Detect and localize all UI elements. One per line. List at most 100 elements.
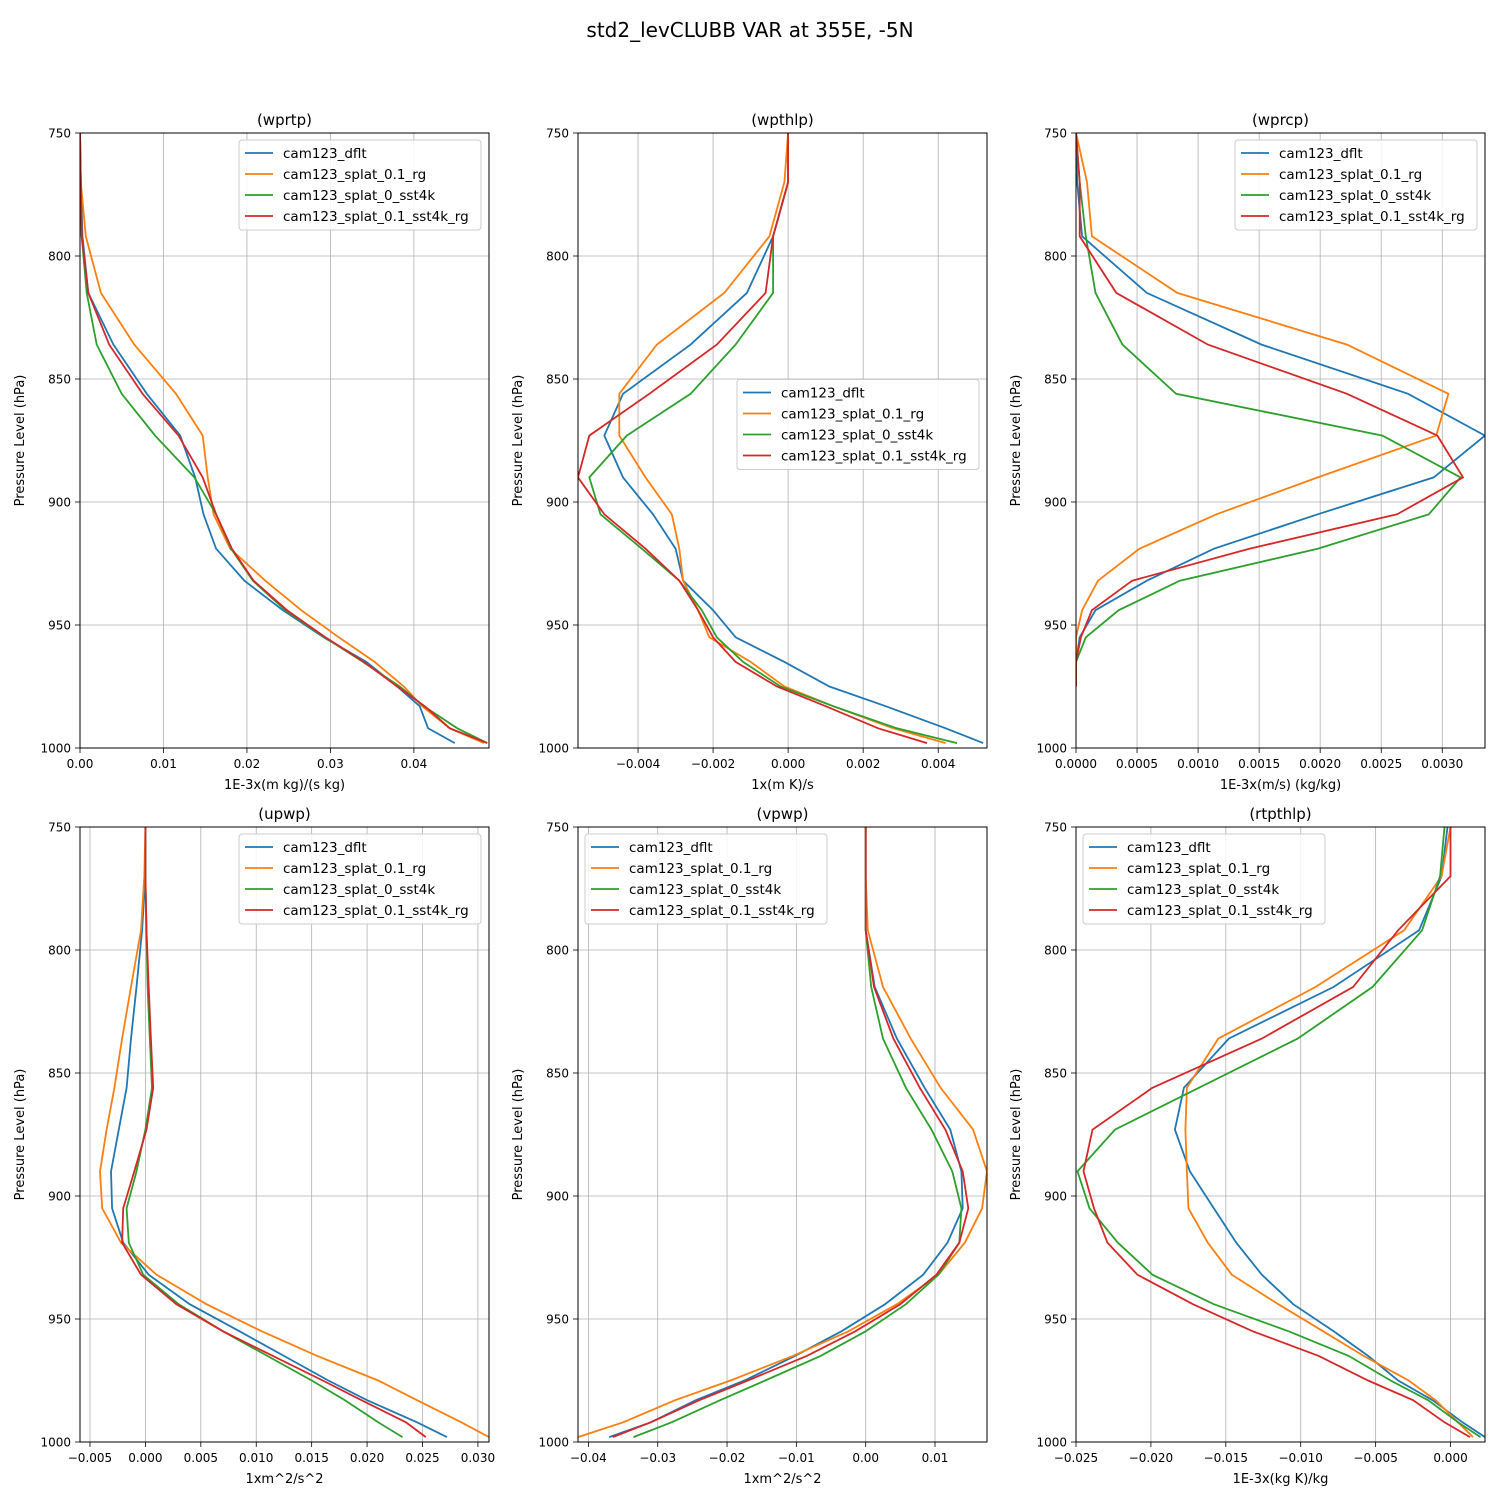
legend-label: cam123_splat_0.1_sst4k_rg [629, 903, 815, 919]
legend-label: cam123_splat_0.1_sst4k_rg [1127, 903, 1313, 919]
legend-label: cam123_splat_0.1_rg [629, 861, 772, 877]
y-axis-label: Pressure Level (hPa) [13, 375, 28, 507]
x-tick-label: 0.002 [846, 757, 880, 771]
legend-label: cam123_dflt [629, 840, 713, 856]
x-tick-label: 0.020 [350, 1451, 384, 1465]
y-tick-label: 750 [1044, 821, 1067, 835]
x-tick-label: 0.005 [184, 1451, 218, 1465]
series-line-cam123_splat_0_sst4k [1076, 827, 1481, 1438]
y-tick-label: 750 [48, 127, 71, 141]
y-tick-label: 750 [546, 127, 569, 141]
legend-label: cam123_dflt [283, 840, 367, 856]
legend-label: cam123_splat_0.1_rg [283, 861, 426, 877]
legend: cam123_dflt cam123_splat_0.1_rg cam123_spl… [238, 833, 482, 925]
series-line-cam123_splat_0.1_sst4k_rg [612, 827, 970, 1438]
y-tick-label: 1000 [40, 742, 71, 756]
y-tick-label: 1000 [1036, 1436, 1067, 1450]
y-axis-label: Pressure Level (hPa) [511, 375, 526, 507]
y-axis-label: Pressure Level (hPa) [1009, 1069, 1024, 1201]
subplot-title: (wprtp) [257, 111, 312, 129]
series-line-cam123_splat_0_sst4k [1076, 133, 1463, 687]
y-tick-label: 850 [1044, 373, 1067, 387]
subplot-upwp: −0.005 0.000 0.005 0.010 0.015 0.020 0.025 0.03… [13, 805, 495, 1487]
x-tick-label: −0.02 [709, 1451, 746, 1465]
y-tick-label: 950 [546, 1313, 569, 1327]
x-tick-label: −0.004 [616, 757, 660, 771]
legend-box [584, 833, 828, 925]
x-tick-label: −0.010 [1279, 1451, 1323, 1465]
legend: cam123_dflt cam123_splat_0.1_rg cam123_spl… [1234, 139, 1478, 231]
legend-label: cam123_dflt [781, 386, 865, 402]
series-line-cam123_splat_0.1_rg [578, 827, 987, 1438]
x-axis-label: 1E-3x(kg K)/kg [1233, 1472, 1329, 1487]
series-line-cam123_splat_0.1_sst4k_rg [121, 827, 427, 1438]
series-line-cam123_splat_0.1_sst4k_rg [80, 133, 488, 744]
axes-frame [577, 826, 988, 1443]
subplot-vpwp: −0.04 −0.03 −0.02 −0.01 0.00 0.01 750 800 850 900… [511, 805, 988, 1487]
x-axis-label: 1E-3x(m kg)/(s kg) [224, 778, 345, 793]
x-tick-label: 0.004 [921, 757, 955, 771]
y-tick-label: 1000 [40, 1436, 71, 1450]
x-axis-label: 1xm^2/s^2 [743, 1472, 821, 1487]
y-axis-label: Pressure Level (hPa) [511, 1069, 526, 1201]
y-tick-label: 950 [546, 619, 569, 633]
y-tick-label: 850 [48, 373, 71, 387]
x-tick-label: −0.04 [570, 1451, 607, 1465]
subplot-rtpthlp: −0.025 −0.020 −0.015 −0.010 −0.005 0.000 750 80… [1009, 805, 1486, 1487]
y-tick-label: 900 [48, 496, 71, 510]
legend-box [1082, 833, 1326, 925]
x-tick-label: 0.030 [461, 1451, 495, 1465]
series-line-cam123_dflt [110, 827, 448, 1438]
y-axis-label: Pressure Level (hPa) [1009, 375, 1024, 507]
x-tick-label: −0.002 [691, 757, 735, 771]
series-line-cam123_splat_0.1_sst4k_rg [1082, 827, 1471, 1438]
series-line-cam123_splat_0.1_rg [99, 827, 489, 1438]
series-line-cam123_splat_0.1_rg [618, 133, 946, 744]
series-line-cam123_splat_0_sst4k [125, 827, 403, 1438]
legend-box [736, 379, 980, 470]
series-line-cam123_splat_0.1_sst4k_rg [1076, 133, 1465, 687]
subplot-title: (vpwp) [757, 805, 809, 823]
x-tick-label: 0.0030 [1421, 757, 1463, 771]
x-tick-label: −0.03 [639, 1451, 676, 1465]
legend: cam123_dflt cam123_splat_0.1_rg cam123_spl… [584, 833, 828, 925]
y-tick-label: 1000 [538, 742, 569, 756]
axes-frame [79, 132, 490, 749]
axes-frame [1075, 826, 1486, 1443]
y-tick-label: 800 [1044, 250, 1067, 264]
x-tick-label: 0.0025 [1360, 757, 1402, 771]
legend: cam123_dflt cam123_splat_0.1_rg cam123_spl… [736, 379, 980, 470]
y-tick-label: 800 [546, 944, 569, 958]
x-axis-label: 1E-3x(m/s) (kg/kg) [1220, 778, 1341, 793]
y-tick-label: 900 [546, 496, 569, 510]
legend-box [238, 139, 482, 231]
y-tick-label: 800 [546, 250, 569, 264]
legend-box [1234, 139, 1478, 231]
legend-label: cam123_splat_0_sst4k [781, 428, 933, 444]
x-tick-label: −0.01 [778, 1451, 815, 1465]
series-line-cam123_splat_0.1_rg [80, 133, 485, 744]
y-tick-label: 950 [48, 1313, 71, 1327]
y-tick-label: 900 [1044, 496, 1067, 510]
legend-label: cam123_splat_0_sst4k [1127, 882, 1279, 898]
x-tick-label: 0.0010 [1177, 757, 1219, 771]
x-tick-label: 0.0015 [1238, 757, 1280, 771]
y-tick-label: 1000 [538, 1436, 569, 1450]
x-tick-label: 0.0020 [1299, 757, 1341, 771]
y-tick-label: 900 [546, 1190, 569, 1204]
x-tick-label: −0.005 [1353, 1451, 1397, 1465]
legend: cam123_dflt cam123_splat_0.1_rg cam123_spl… [238, 139, 482, 231]
series-line-cam123_dflt [603, 133, 984, 744]
subplot-title: (rtpthlp) [1249, 805, 1311, 823]
legend-label: cam123_splat_0_sst4k [283, 188, 435, 204]
y-tick-label: 850 [546, 1067, 569, 1081]
axes-frame [79, 826, 490, 1443]
x-tick-label: 0.000 [1433, 1451, 1467, 1465]
x-tick-label: 0.0000 [1055, 757, 1097, 771]
x-tick-label: 0.00 [852, 1451, 879, 1465]
legend-label: cam123_dflt [1127, 840, 1211, 856]
legend-label: cam123_splat_0_sst4k [629, 882, 781, 898]
x-tick-label: 0.010 [239, 1451, 273, 1465]
x-axis-label: 1xm^2/s^2 [245, 1472, 323, 1487]
